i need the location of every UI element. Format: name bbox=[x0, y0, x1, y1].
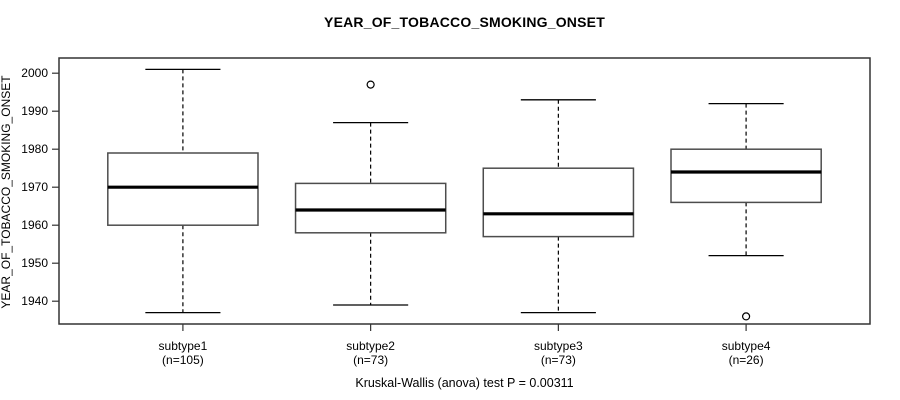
box-subtype3 bbox=[482, 99, 635, 314]
iqr-box bbox=[670, 148, 822, 204]
plot-frame bbox=[58, 57, 871, 325]
iqr-box bbox=[107, 152, 259, 226]
x-category-sublabel: (n=73) bbox=[541, 353, 576, 367]
y-tick-label: 1980 bbox=[21, 142, 48, 156]
stats-caption: Kruskal-Wallis (anova) test P = 0.00311 bbox=[355, 376, 574, 390]
y-tick-label: 1960 bbox=[21, 218, 48, 232]
box-subtype4 bbox=[670, 102, 822, 321]
y-tick-label: 2000 bbox=[21, 66, 48, 80]
x-category-label: subtype1 bbox=[159, 339, 208, 353]
outlier-point bbox=[366, 80, 375, 89]
x-category-label: subtype3 bbox=[534, 339, 583, 353]
x-category-label: subtype4 bbox=[722, 339, 771, 353]
x-category-sublabel: (n=73) bbox=[353, 353, 388, 367]
iqr-box bbox=[482, 167, 635, 238]
y-tick-label: 1940 bbox=[21, 294, 48, 308]
x-category-sublabel: (n=105) bbox=[162, 353, 204, 367]
y-tick-label: 1990 bbox=[21, 104, 48, 118]
y-tick-label: 1970 bbox=[21, 180, 48, 194]
iqr-box bbox=[294, 182, 447, 234]
x-category-sublabel: (n=26) bbox=[729, 353, 764, 367]
outlier-point bbox=[741, 312, 751, 321]
box-subtype1 bbox=[107, 68, 259, 314]
box-subtype2 bbox=[294, 80, 447, 306]
y-tick-label: 1950 bbox=[21, 256, 48, 270]
chart-title: YEAR_OF_TOBACCO_SMOKING_ONSET bbox=[324, 14, 605, 30]
x-category-label: subtype2 bbox=[346, 339, 395, 353]
